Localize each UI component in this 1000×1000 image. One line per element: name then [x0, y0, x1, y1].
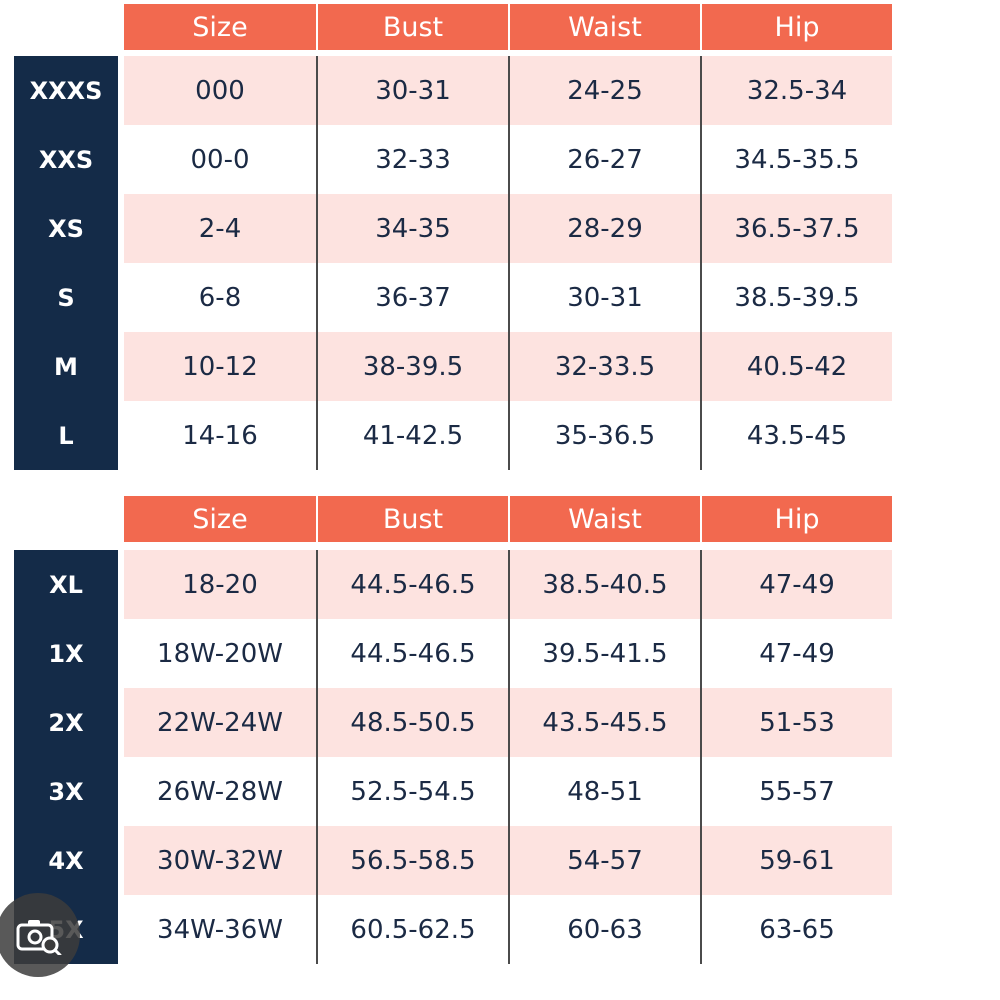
- cell-bust: 44.5-46.5: [316, 619, 508, 688]
- size-label: XL: [49, 570, 83, 599]
- cell-waist: 38.5-40.5: [508, 550, 700, 619]
- cell-size: 22W-24W: [157, 707, 283, 738]
- cell-bust: 44.5-46.5: [316, 550, 508, 619]
- cell-bust: 48.5-50.5: [316, 688, 508, 757]
- camera-search-button[interactable]: [0, 893, 80, 977]
- cell-bust: 30-31: [316, 56, 508, 125]
- cell-hip: 63-65: [700, 895, 892, 964]
- cell-waist: 60-63: [508, 895, 700, 964]
- size-label: XXS: [38, 145, 94, 174]
- size-label: 4X: [48, 846, 84, 875]
- size-label: 3X: [48, 777, 84, 806]
- size-label: M: [54, 352, 78, 381]
- cell-waist: 28-29: [508, 194, 700, 263]
- cell-bust: 32-33: [316, 125, 508, 194]
- camera-search-icon: [16, 920, 62, 955]
- cell-hip: 40.5-42: [700, 332, 892, 401]
- size-label: XXXS: [29, 76, 103, 105]
- cell-size: 000: [195, 75, 245, 106]
- table-row: 26W-28W 52.5-54.5 48-51 55-57: [124, 757, 892, 826]
- header-hip: Hip: [700, 4, 892, 50]
- cell-waist: 39.5-41.5: [508, 619, 700, 688]
- cell-bust: 52.5-54.5: [316, 757, 508, 826]
- cell-hip: 47-49: [700, 619, 892, 688]
- table-row: 000 30-31 24-25 32.5-34: [124, 56, 892, 125]
- cell-hip: 43.5-45: [700, 401, 892, 470]
- cell-hip: 32.5-34: [700, 56, 892, 125]
- cell-size: 14-16: [182, 420, 258, 451]
- cell-waist: 48-51: [508, 757, 700, 826]
- cell-waist: 43.5-45.5: [508, 688, 700, 757]
- cell-hip: 34.5-35.5: [700, 125, 892, 194]
- table-body: 000 30-31 24-25 32.5-34 00-0 32-33 26-27…: [124, 56, 892, 470]
- table-row: 6-8 36-37 30-31 38.5-39.5: [124, 263, 892, 332]
- table-body: 18-20 44.5-46.5 38.5-40.5 47-49 18W-20W …: [124, 550, 892, 964]
- cell-size: 30W-32W: [157, 845, 283, 876]
- size-label: 2X: [48, 708, 84, 737]
- size-label: XS: [48, 214, 84, 243]
- cell-hip: 38.5-39.5: [700, 263, 892, 332]
- cell-bust: 60.5-62.5: [316, 895, 508, 964]
- header-waist: Waist: [508, 496, 700, 542]
- cell-size: 6-8: [198, 282, 242, 313]
- size-label: S: [57, 283, 75, 312]
- cell-size: 10-12: [182, 351, 258, 382]
- cell-waist: 54-57: [508, 826, 700, 895]
- cell-size: 34W-36W: [157, 914, 283, 945]
- cell-waist: 26-27: [508, 125, 700, 194]
- cell-bust: 38-39.5: [316, 332, 508, 401]
- header-bust: Bust: [316, 496, 508, 542]
- cell-bust: 56.5-58.5: [316, 826, 508, 895]
- table-row: 22W-24W 48.5-50.5 43.5-45.5 51-53: [124, 688, 892, 757]
- size-label: L: [58, 421, 74, 450]
- cell-size: 2-4: [198, 213, 242, 244]
- cell-waist: 32-33.5: [508, 332, 700, 401]
- table-header: Size Bust Waist Hip: [124, 496, 892, 542]
- cell-size: 26W-28W: [157, 776, 283, 807]
- table-row: 2-4 34-35 28-29 36.5-37.5: [124, 194, 892, 263]
- cell-waist: 35-36.5: [508, 401, 700, 470]
- cell-hip: 36.5-37.5: [700, 194, 892, 263]
- table-row: 34W-36W 60.5-62.5 60-63 63-65: [124, 895, 892, 964]
- cell-bust: 36-37: [316, 263, 508, 332]
- cell-size: 00-0: [190, 144, 250, 175]
- header-size: Size: [124, 496, 316, 542]
- header-bust: Bust: [316, 4, 508, 50]
- cell-size: 18W-20W: [157, 638, 283, 669]
- table-row: 00-0 32-33 26-27 34.5-35.5: [124, 125, 892, 194]
- size-label-column: XL 1X 2X 3X 4X 5X: [14, 550, 118, 964]
- table-row: 14-16 41-42.5 35-36.5 43.5-45: [124, 401, 892, 470]
- header-hip: Hip: [700, 496, 892, 542]
- table-row: 18W-20W 44.5-46.5 39.5-41.5 47-49: [124, 619, 892, 688]
- cell-waist: 24-25: [508, 56, 700, 125]
- table-row: 18-20 44.5-46.5 38.5-40.5 47-49: [124, 550, 892, 619]
- table-row: 30W-32W 56.5-58.5 54-57 59-61: [124, 826, 892, 895]
- cell-hip: 55-57: [700, 757, 892, 826]
- size-label-column: XXXS XXS XS S M L: [14, 56, 118, 470]
- header-waist: Waist: [508, 4, 700, 50]
- cell-hip: 47-49: [700, 550, 892, 619]
- cell-size: 18-20: [182, 569, 258, 600]
- cell-bust: 34-35: [316, 194, 508, 263]
- header-size: Size: [124, 4, 316, 50]
- cell-waist: 30-31: [508, 263, 700, 332]
- table-row: 10-12 38-39.5 32-33.5 40.5-42: [124, 332, 892, 401]
- cell-hip: 51-53: [700, 688, 892, 757]
- table-header: Size Bust Waist Hip: [124, 4, 892, 50]
- cell-bust: 41-42.5: [316, 401, 508, 470]
- cell-hip: 59-61: [700, 826, 892, 895]
- size-label: 1X: [48, 639, 84, 668]
